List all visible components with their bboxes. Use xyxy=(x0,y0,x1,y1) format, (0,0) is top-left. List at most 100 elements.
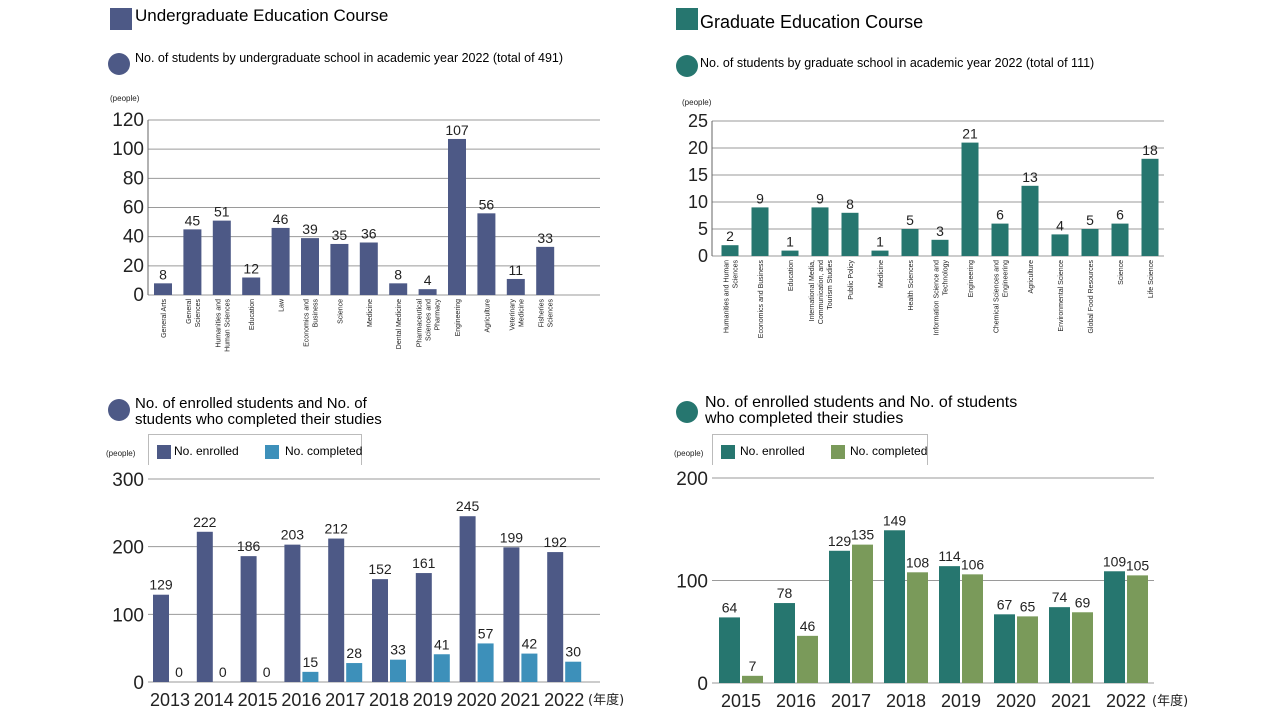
bar-completed xyxy=(742,675,763,683)
y-tick-label: 0 xyxy=(133,673,144,694)
bar-enrolled xyxy=(328,538,345,682)
y-tick-label: 20 xyxy=(688,138,708,158)
x-tick-label: General Arts xyxy=(161,299,168,338)
x-axis-suffix: (年度) xyxy=(1152,693,1188,709)
bar xyxy=(477,213,496,295)
x-tick-label: Health Sciences xyxy=(908,260,915,311)
data-label: 4 xyxy=(1056,217,1064,233)
x-tick-label: 2014 xyxy=(194,690,234,710)
bar-enrolled xyxy=(719,617,740,683)
data-label: 152 xyxy=(368,561,392,577)
bar-enrolled xyxy=(547,552,564,682)
chart4-bullet xyxy=(676,401,698,423)
x-tick-label: 2013 xyxy=(150,690,190,710)
data-label: 57 xyxy=(478,625,494,641)
data-label: 35 xyxy=(332,227,348,243)
x-tick-label: Economics and Business xyxy=(304,299,320,347)
x-tick-label: Law xyxy=(279,298,286,312)
x-tick-label: 2019 xyxy=(941,691,981,711)
data-label: 28 xyxy=(346,645,362,661)
chart3-unit: (people) xyxy=(106,449,136,458)
data-label: 105 xyxy=(1126,557,1150,573)
data-label: 4 xyxy=(424,272,432,288)
bar-completed xyxy=(346,663,363,682)
undergrad-header-title: Undergraduate Education Course xyxy=(135,6,389,25)
x-tick-label: Education xyxy=(249,299,256,330)
bar xyxy=(871,250,889,256)
bar xyxy=(991,223,1009,256)
bar-enrolled xyxy=(884,530,905,683)
bar-completed xyxy=(962,574,983,683)
x-tick-label: Medicine xyxy=(367,299,374,327)
data-label: 74 xyxy=(1052,589,1068,605)
bar xyxy=(1111,223,1129,256)
bar-completed xyxy=(390,659,406,682)
data-label: 1 xyxy=(876,234,884,250)
bar xyxy=(154,283,172,295)
grad-header-square xyxy=(676,8,698,30)
data-label: 6 xyxy=(996,207,1004,223)
y-tick-label: 15 xyxy=(688,165,708,185)
data-label: 5 xyxy=(1086,212,1094,228)
chart1-unit: (people) xyxy=(110,94,140,103)
data-label: 64 xyxy=(722,599,738,615)
bar-completed xyxy=(852,544,873,683)
x-axis-suffix: (年度) xyxy=(588,692,624,708)
data-label: 106 xyxy=(961,556,985,572)
y-tick-label: 25 xyxy=(688,111,708,131)
x-tick-label: 2018 xyxy=(369,690,409,710)
y-tick-label: 100 xyxy=(676,572,708,593)
bar xyxy=(751,207,769,256)
data-label: 192 xyxy=(544,534,568,550)
data-label: 114 xyxy=(938,548,961,564)
chart2-title: No. of students by graduate school in ac… xyxy=(700,56,1095,70)
bar xyxy=(536,246,555,295)
bar-enrolled xyxy=(459,516,476,682)
data-label: 45 xyxy=(185,212,201,228)
x-tick-label: Science xyxy=(1118,260,1125,285)
bar-completed xyxy=(907,572,928,683)
x-tick-label: 2016 xyxy=(776,691,816,711)
data-label: 1 xyxy=(786,234,794,250)
data-label: 8 xyxy=(846,196,854,212)
data-label: 33 xyxy=(390,642,406,658)
data-label: 199 xyxy=(500,529,524,545)
y-tick-label: 100 xyxy=(112,139,144,160)
data-label: 129 xyxy=(828,533,852,549)
data-label: 30 xyxy=(565,644,581,660)
data-label: 0 xyxy=(175,664,183,680)
chart4-title: No. of enrolled students and No. of stud… xyxy=(705,394,1018,427)
undergrad-header-square xyxy=(110,8,132,30)
bar-enrolled xyxy=(153,594,169,682)
bar xyxy=(1081,229,1099,256)
bar-enrolled xyxy=(939,566,960,683)
y-tick-label: 200 xyxy=(676,469,708,490)
grad-header-title: Graduate Education Course xyxy=(700,12,924,32)
x-tick-label: 2017 xyxy=(831,691,871,711)
data-label: 9 xyxy=(816,190,824,206)
bar xyxy=(330,243,349,295)
data-label: 129 xyxy=(149,577,173,593)
chart4-legend: No. enrolled No. completed xyxy=(712,434,928,465)
x-tick-label: Fisheries Sciences xyxy=(539,299,555,328)
data-label: 203 xyxy=(281,527,305,543)
data-label: 8 xyxy=(394,266,402,282)
y-tick-label: 0 xyxy=(697,674,708,695)
data-label: 222 xyxy=(193,514,217,530)
x-tick-label: 2021 xyxy=(1051,691,1091,711)
data-label: 186 xyxy=(237,538,261,554)
x-tick-label: Engineering xyxy=(968,260,975,297)
x-tick-label: Chemical Sciences and Engineering xyxy=(994,260,1010,333)
bar xyxy=(183,229,202,295)
data-label: 11 xyxy=(509,262,524,278)
y-tick-label: 80 xyxy=(123,168,144,189)
bar xyxy=(1141,158,1159,256)
legend-enrolled-label: No. enrolled xyxy=(740,444,805,458)
data-label: 46 xyxy=(800,618,816,634)
data-label: 6 xyxy=(1116,207,1124,223)
data-label: 245 xyxy=(456,498,480,514)
chart2-unit: (people) xyxy=(682,98,712,107)
data-label: 5 xyxy=(906,212,914,228)
x-tick-label: Education xyxy=(788,260,795,291)
